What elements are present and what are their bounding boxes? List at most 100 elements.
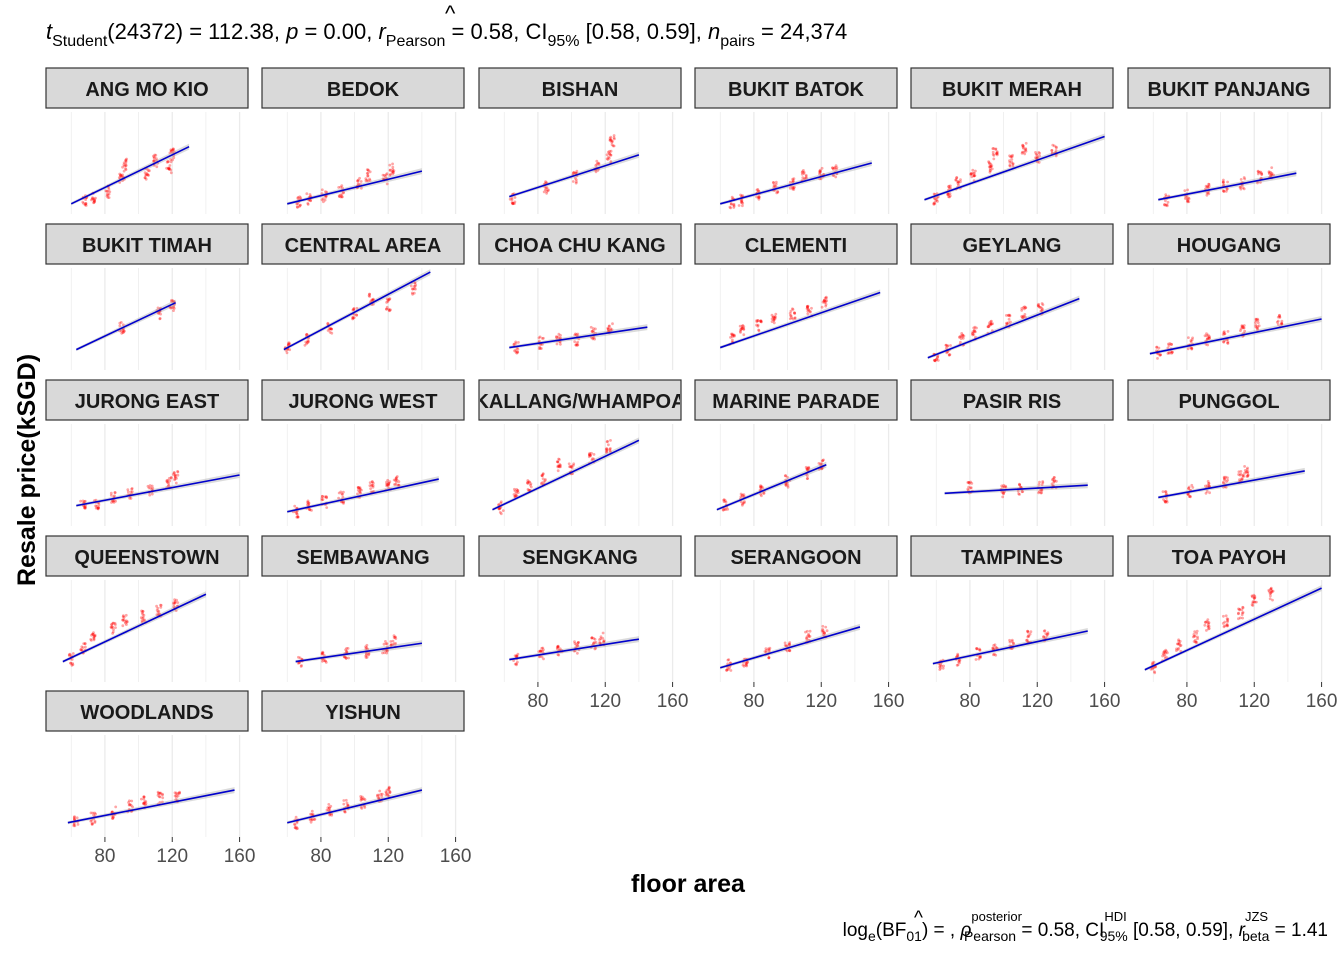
data-point <box>356 488 360 492</box>
data-point <box>309 194 312 198</box>
data-point <box>67 654 71 657</box>
data-point <box>369 300 372 304</box>
data-point <box>938 668 942 671</box>
data-point <box>323 495 327 499</box>
data-point <box>151 486 155 490</box>
data-point <box>296 196 300 199</box>
subtitle-t-sub: Student <box>52 33 108 50</box>
data-point <box>806 304 810 308</box>
data-point <box>366 174 370 178</box>
data-point <box>167 477 171 480</box>
data-point <box>802 169 805 172</box>
data-point <box>1161 654 1164 658</box>
regression-line <box>1158 470 1305 499</box>
data-point <box>722 508 725 512</box>
data-point <box>328 330 332 334</box>
facet-panel: PASIR RIS <box>910 379 1114 526</box>
data-point <box>89 811 93 815</box>
data-point <box>1260 171 1263 175</box>
data-point <box>1018 493 1021 496</box>
regression-line <box>716 464 827 511</box>
data-point <box>370 483 374 487</box>
data-point <box>356 179 359 183</box>
data-point <box>771 315 775 319</box>
data-point <box>93 821 97 824</box>
data-point <box>1246 470 1250 474</box>
data-point <box>824 304 828 308</box>
data-point <box>1206 480 1210 483</box>
x-tick-label: 120 <box>589 691 621 712</box>
data-point <box>159 312 163 316</box>
data-point <box>371 484 375 487</box>
data-point <box>414 287 417 291</box>
data-point <box>731 332 734 336</box>
data-point <box>511 202 515 206</box>
facet-strip <box>1127 223 1331 265</box>
data-point <box>146 173 149 176</box>
subtitle-part1: (24372) = 112.38, <box>107 19 286 44</box>
data-point <box>357 486 360 490</box>
data-point <box>608 137 612 140</box>
data-point <box>962 334 966 338</box>
data-point <box>1275 320 1279 324</box>
data-point <box>1245 475 1249 478</box>
data-point <box>786 475 789 479</box>
data-point <box>366 172 370 175</box>
data-point <box>1042 629 1046 633</box>
data-point <box>958 335 962 339</box>
data-point <box>337 194 341 198</box>
data-point <box>307 340 310 343</box>
data-point <box>1237 473 1240 476</box>
data-point <box>1170 351 1173 355</box>
data-point <box>352 307 356 310</box>
data-point <box>1040 309 1044 312</box>
regression-line <box>492 439 640 511</box>
data-point <box>605 440 609 444</box>
data-point <box>313 817 317 821</box>
subtitle-part4: [0.58, 0.59], <box>580 19 708 44</box>
data-point <box>340 195 344 199</box>
data-point <box>987 165 991 169</box>
facet-strip <box>910 223 1114 265</box>
data-point <box>144 173 148 177</box>
data-point <box>966 487 970 491</box>
data-point <box>933 201 936 205</box>
data-point <box>1269 594 1272 598</box>
data-point <box>396 483 400 487</box>
data-point <box>106 190 110 193</box>
data-point <box>742 327 746 331</box>
data-point <box>972 328 976 332</box>
data-point <box>774 312 778 316</box>
data-point <box>740 326 744 330</box>
data-point <box>770 317 774 321</box>
data-point <box>1040 306 1044 310</box>
data-point <box>129 497 133 500</box>
data-point <box>304 340 308 344</box>
data-point <box>107 187 111 191</box>
data-point <box>969 172 973 175</box>
data-point <box>1224 475 1228 479</box>
subtitle-t-symbol: t <box>46 19 53 44</box>
data-point <box>591 457 594 461</box>
data-point <box>388 169 392 172</box>
data-point <box>1052 476 1056 479</box>
data-point <box>328 327 331 331</box>
data-point <box>130 487 134 490</box>
data-point <box>575 342 579 346</box>
data-point <box>1167 342 1170 346</box>
data-point <box>170 298 174 302</box>
data-point <box>572 464 575 467</box>
data-point <box>367 294 371 297</box>
data-point <box>1221 333 1225 336</box>
data-point <box>169 171 173 175</box>
data-point <box>1206 333 1210 337</box>
data-point <box>1020 151 1024 155</box>
data-point <box>542 480 546 484</box>
data-point <box>542 190 546 194</box>
data-point <box>987 160 990 164</box>
data-point <box>325 496 328 500</box>
data-point <box>1023 305 1026 309</box>
data-point <box>1270 166 1274 170</box>
data-point <box>571 180 575 183</box>
data-point <box>295 202 299 206</box>
